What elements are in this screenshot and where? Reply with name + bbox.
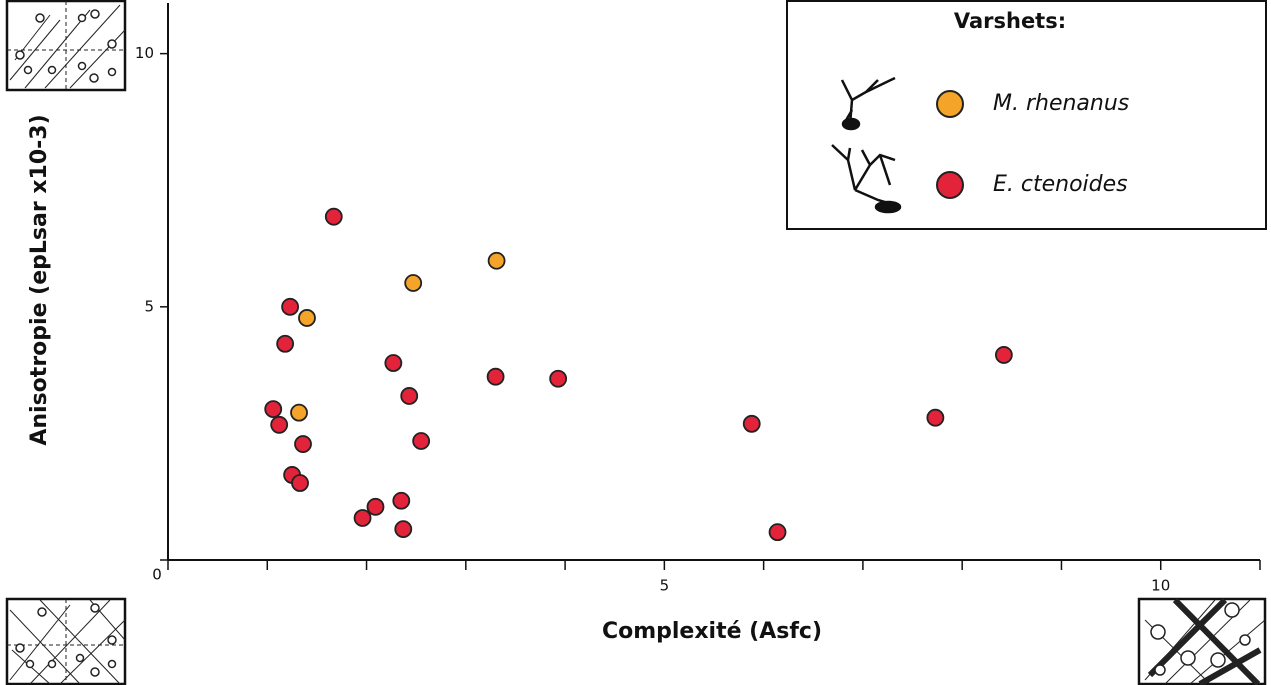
legend-marker xyxy=(936,171,964,199)
data-point xyxy=(366,497,385,516)
data-point xyxy=(412,432,431,450)
data-point xyxy=(742,414,761,433)
data-point xyxy=(384,354,403,372)
data-point xyxy=(392,491,411,510)
data-point xyxy=(281,297,300,316)
y-tick-label: 10 xyxy=(135,44,154,62)
texture-icon-bottom-left xyxy=(5,597,127,685)
legend-label: M. rhenanus xyxy=(993,91,1129,116)
data-point xyxy=(768,523,787,542)
data-point xyxy=(394,520,413,539)
legend-title: Varshets: xyxy=(954,9,1066,33)
data-point xyxy=(324,207,343,226)
y-axis-title: Anisotropie (epLsar x10-3) xyxy=(27,114,52,445)
data-point xyxy=(549,369,568,388)
data-point xyxy=(486,367,505,386)
data-point xyxy=(487,251,506,270)
data-point xyxy=(276,334,295,353)
antler-icon xyxy=(831,76,902,214)
x-tick-label: 0 xyxy=(152,566,162,584)
y-tick-label: 5 xyxy=(144,297,154,315)
x-tick-label: 5 xyxy=(660,577,670,595)
x-tick-label: 10 xyxy=(1151,577,1170,595)
x-axis-title: Complexité (Asfc) xyxy=(602,619,822,644)
data-point xyxy=(404,274,423,292)
data-point xyxy=(264,400,283,419)
data-point xyxy=(290,403,308,422)
legend-label: E. ctenoides xyxy=(993,172,1128,197)
data-point xyxy=(270,415,289,434)
data-point xyxy=(400,387,419,405)
texture-icon-top-left xyxy=(5,0,127,92)
data-point xyxy=(291,474,309,492)
data-point xyxy=(926,408,945,427)
texture-icon-bottom-right xyxy=(1137,597,1267,685)
data-point xyxy=(353,509,372,527)
data-point xyxy=(294,435,312,453)
data-point xyxy=(994,346,1013,364)
legend-marker xyxy=(936,90,964,118)
legend-box xyxy=(786,0,1267,230)
data-point xyxy=(298,309,316,327)
